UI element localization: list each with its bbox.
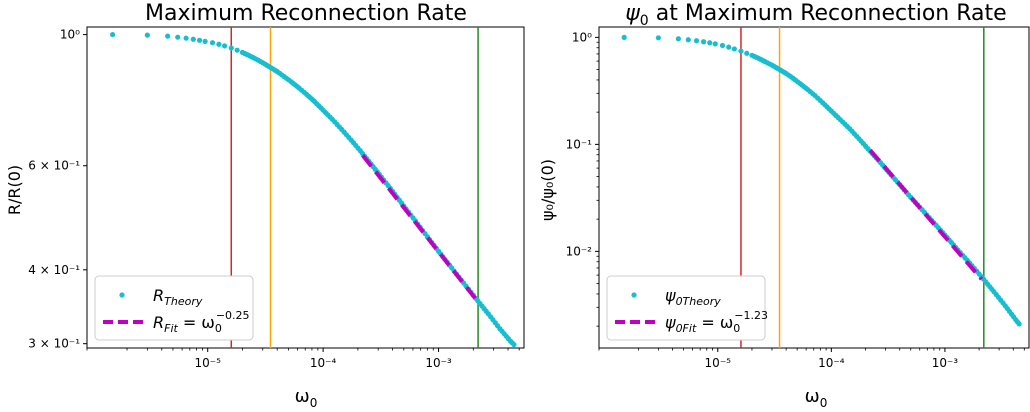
left-legend-theory-label: RTheory [153,286,203,308]
right-y-tick-label: 10⁻² [566,244,593,258]
left-theory-point [209,40,216,46]
right-legend-theory-label: ψ0Theory [665,286,721,308]
right-chart-title: ψ0 at Maximum Reconnection Rate [625,1,1006,29]
left-y-axis-label: R/R(0) [5,165,24,215]
right-theory-point [731,46,737,52]
right-x-tick-label: 10⁻⁵ [705,356,732,370]
left-x-tick-label: 10⁻³ [425,356,452,370]
left-theory-point [144,32,150,38]
right-theory-point [621,34,627,40]
right-theory-point [1016,321,1022,327]
right-theory-point [726,44,732,50]
left-x-tick-label: 10⁻⁴ [310,356,337,370]
left-theory-point [196,37,203,43]
right-chart: ψ0 at Maximum Reconnection Rate ω0 ψ₀/ψ₀… [538,1,1030,410]
right-theory-point [685,37,691,43]
right-theory-point [707,40,713,46]
left-chart-title: Maximum Reconnection Rate [145,1,467,26]
right-y-tick-label: 10⁰ [572,30,592,44]
left-theory-point [234,47,240,53]
right-theory-point [719,42,726,49]
right-theory-point [675,36,681,42]
right-x-tick-label: 10⁻³ [932,356,959,370]
right-theory-point [744,50,750,56]
left-chart: Maximum Reconnection Rate ω0 R/R(0) 10⁻⁵… [5,1,525,410]
left-fit-line [361,154,478,301]
left-y-tick-label: 6 × 10⁻¹ [28,159,80,173]
right-y-tick-label: 10⁻¹ [566,137,593,151]
left-theory-point [183,35,189,41]
right-legend-fit-label: ψ0Fit = ω0−1.23 [665,309,768,335]
left-theory-point [511,341,517,348]
right-fit-line [868,149,984,281]
right-theory-point [738,48,744,54]
left-theory-point [202,38,208,44]
right-theory-point [693,38,700,44]
left-theory-point [190,36,196,42]
right-theory-point [655,35,661,41]
left-x-axis-label: ω0 [295,386,318,410]
right-theory-point [700,39,707,45]
left-theory-point [221,43,228,49]
right-legend-theory-marker [631,292,637,298]
left-theory-point [216,41,222,47]
left-x-tick-label: 10⁻⁵ [194,356,221,370]
right-x-tick-label: 10⁻⁴ [818,356,845,370]
left-legend-fit-label: RFit = ω0−0.25 [153,309,250,335]
left-y-tick-label: 10⁰ [60,28,80,42]
right-x-axis-label: ω0 [805,386,828,410]
left-theory-point [110,31,116,38]
left-legend-theory-marker [119,292,125,298]
left-theory-point [228,45,234,51]
left-y-tick-label: 3 × 10⁻¹ [28,337,80,351]
left-theory-point [175,34,181,40]
right-theory-point [712,41,718,47]
left-theory-point [165,33,171,39]
right-y-axis-label: ψ₀/ψ₀(0) [538,159,557,221]
left-y-tick-label: 4 × 10⁻¹ [28,263,80,277]
